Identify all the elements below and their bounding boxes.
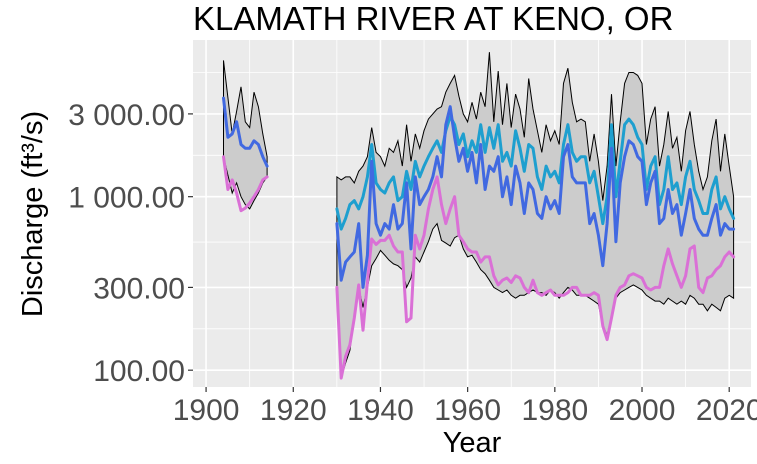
series-line xyxy=(335,175,736,380)
x-tick-label: 1920 xyxy=(260,394,327,427)
x-tick-label: 2000 xyxy=(609,394,676,427)
x-tick-label: 1900 xyxy=(173,394,240,427)
x-axis: 1900 1920 1940 1960 1980 2000 2020 xyxy=(173,387,757,427)
series-line xyxy=(222,155,269,213)
y-axis-title: Discharge (ft³/s) xyxy=(17,111,49,317)
x-tick-label: 1940 xyxy=(347,394,414,427)
y-axis-title-text: Discharge (ft³/s) xyxy=(17,111,49,317)
y-tick-label: 100.00 xyxy=(93,355,185,388)
range-band xyxy=(223,52,735,379)
chart-title: KLAMATH RIVER AT KENO, OR xyxy=(193,0,673,37)
y-tick-label: 300.00 xyxy=(93,272,185,305)
y-axis: 100.00 300.00 1 000.00 3 000.00 xyxy=(68,99,193,388)
y-tick-label: 3 000.00 xyxy=(68,99,185,132)
x-tick-label: 2020 xyxy=(696,394,757,427)
series-line xyxy=(222,96,269,168)
series-line xyxy=(335,115,736,231)
y-tick-label: 1 000.00 xyxy=(68,182,185,215)
series-line xyxy=(335,105,736,289)
x-tick-label: 1980 xyxy=(521,394,588,427)
x-tick-label: 1960 xyxy=(434,394,501,427)
x-axis-title: Year xyxy=(443,427,502,459)
band-area xyxy=(336,52,735,379)
series-lines xyxy=(222,96,736,380)
